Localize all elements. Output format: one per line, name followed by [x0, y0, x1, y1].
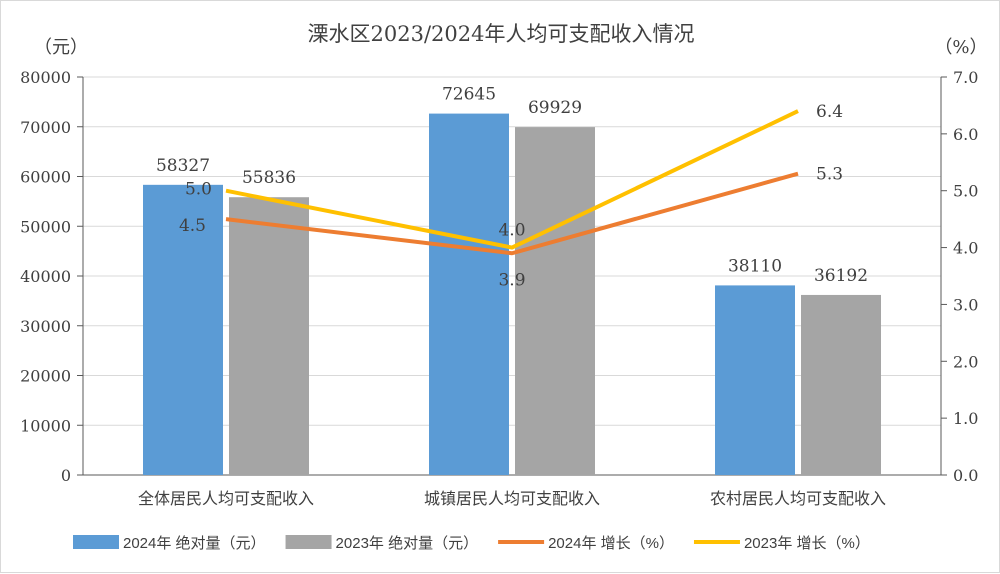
left-tick-label: 60000: [20, 168, 71, 187]
bar-2023: [229, 197, 309, 476]
bar-value-label: 36192: [814, 266, 868, 286]
line-value-label: 5.3: [816, 165, 843, 185]
line-value-label: 4.0: [498, 221, 525, 241]
right-tick-label: 2.0: [953, 352, 978, 371]
category-label: 农村居民人均可支配收入: [710, 489, 886, 508]
right-tick-label: 4.0: [953, 239, 978, 258]
right-axis-unit: （%）: [934, 37, 987, 58]
bar-value-label: 55836: [242, 168, 296, 188]
bar-value-label: 69929: [528, 98, 582, 118]
category-label: 全体居民人均可支配收入: [138, 489, 314, 508]
bar-2024: [715, 285, 795, 475]
legend-label: 2024年 绝对量（元）: [123, 535, 266, 552]
left-tick-label: 80000: [20, 68, 71, 87]
line-2023-growth: [225, 109, 799, 250]
bar-2023: [515, 127, 595, 476]
right-tick-label: 7.0: [953, 68, 978, 87]
line-value-label: 3.9: [498, 270, 525, 290]
line-value-label: 4.5: [179, 216, 206, 236]
legend-swatch: [73, 535, 119, 549]
bar-value-label: 72645: [442, 85, 496, 105]
right-tick-label: 1.0: [953, 409, 978, 428]
line-2024-growth: [225, 171, 799, 256]
category-label: 城镇居民人均可支配收入: [424, 489, 600, 508]
left-tick-label: 0: [61, 466, 71, 485]
left-tick-label: 50000: [20, 217, 71, 236]
bar-2024: [143, 184, 223, 475]
bar-value-label: 38110: [728, 256, 782, 276]
right-tick-label: 6.0: [953, 125, 978, 144]
legend-label: 2023年 绝对量（元）: [336, 535, 479, 552]
line-value-label: 6.4: [816, 102, 843, 122]
line-value-label: 5.0: [185, 180, 212, 200]
legend-label: 2023年 增长（%）: [744, 535, 870, 552]
right-tick-label: 3.0: [953, 295, 978, 314]
bar-2023: [801, 294, 881, 475]
left-tick-label: 40000: [20, 267, 71, 286]
right-tick-label: 5.0: [953, 182, 978, 201]
bar-value-label: 58327: [156, 156, 210, 176]
left-tick-label: 10000: [20, 416, 71, 435]
left-tick-label: 70000: [20, 118, 71, 137]
right-tick-label: 0.0: [953, 466, 978, 485]
chart-title: 溧水区2023/2024年人均可支配收入情况: [308, 22, 695, 46]
left-tick-label: 20000: [20, 367, 71, 386]
legend-swatch: [285, 535, 332, 549]
bar-2024: [429, 113, 509, 475]
left-axis-unit: （元）: [34, 37, 88, 58]
left-tick-label: 30000: [20, 317, 71, 336]
legend-label: 2024年 增长（%）: [548, 535, 674, 552]
